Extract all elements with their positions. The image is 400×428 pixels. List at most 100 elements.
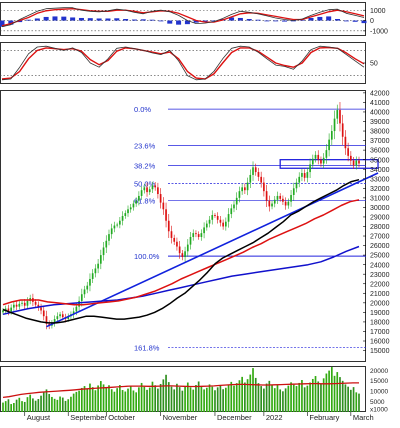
volume-bar-0 (2, 402, 4, 412)
candle-body-130 (355, 160, 358, 166)
volume-bar-82 (224, 387, 227, 412)
volume-bar-9 (26, 397, 29, 412)
candle-body-96 (263, 182, 265, 192)
candle-body-100 (273, 199, 276, 204)
volume-bar-49 (135, 392, 138, 412)
macd-hist-bar-41 (361, 20, 367, 24)
candle-body-129 (352, 160, 355, 166)
volume-bar-20 (56, 399, 59, 412)
candle-body-41 (113, 225, 116, 229)
candle-body-71 (195, 233, 197, 235)
volume-bar-1 (4, 401, 7, 412)
price-tick-label-3: 39000 (370, 119, 390, 126)
volume-bar-89 (244, 382, 246, 412)
volume-bar-86 (235, 383, 238, 412)
candle-body-99 (271, 203, 273, 207)
price-tick-label-15: 27000 (370, 234, 390, 241)
volume-bar-4 (13, 403, 15, 412)
macd-hist-bar-30 (264, 20, 270, 22)
volume-bar-12 (34, 400, 37, 412)
candle-body-110 (301, 173, 303, 177)
candle-body-125 (341, 123, 344, 137)
price-tick-label-4: 38000 (370, 129, 390, 136)
candle-body-48 (132, 203, 135, 208)
x-tick-label-2: October (108, 413, 135, 422)
price-tick-label-11: 31000 (370, 195, 390, 202)
volume-bar-47 (129, 385, 132, 412)
price-tick-label-7: 35000 (370, 157, 390, 164)
macd-hist-bar-13 (114, 18, 120, 21)
price-tick-label-13: 29000 (370, 215, 390, 222)
price-tick-label-18: 24000 (370, 262, 390, 269)
candle-body-65 (178, 246, 181, 254)
macd-hist-bar-28 (246, 19, 252, 21)
volume-bar-128 (350, 389, 352, 412)
volume-bar-71 (195, 385, 197, 412)
volume-bar-19 (53, 398, 56, 412)
volume-bar-79 (216, 387, 219, 412)
price-frame (0, 90, 366, 362)
stochastic-fast-line (1, 45, 365, 81)
volume-bar-53 (146, 389, 148, 412)
candle-body-78 (214, 215, 216, 216)
volume-bar-29 (80, 387, 83, 412)
volume-bar-108 (295, 386, 298, 412)
volume-bar-46 (127, 388, 129, 412)
candle-body-43 (119, 220, 121, 225)
candle-body-1 (4, 308, 7, 311)
candle-body-50 (138, 195, 140, 201)
candle-body-68 (186, 244, 189, 252)
macd-frame (0, 2, 366, 36)
candle-body-80 (219, 219, 222, 223)
volume-bar-118 (322, 378, 325, 412)
candle-body-113 (309, 164, 311, 173)
candle-body-56 (154, 185, 157, 188)
candle-body-40 (110, 228, 113, 235)
candle-body-30 (83, 289, 86, 295)
volume-bar-39 (108, 385, 110, 412)
candle-body-16 (45, 316, 48, 324)
volume-bar-10 (29, 394, 32, 412)
volume-bar-105 (287, 385, 290, 412)
volume-bar-33 (91, 387, 94, 412)
candle-body-3 (10, 307, 12, 312)
candle-body-5 (15, 304, 18, 307)
volume-bar-102 (279, 389, 282, 412)
macd-hist-bar-32 (282, 20, 288, 22)
candle-body-104 (284, 201, 287, 206)
volume-bar-112 (306, 385, 309, 412)
candle-body-34 (94, 268, 97, 274)
volume-bar-51 (140, 382, 143, 412)
candle-body-21 (59, 314, 61, 317)
volume-bar-109 (298, 382, 301, 412)
volume-bar-93 (254, 377, 257, 412)
volume-bar-69 (189, 387, 192, 412)
macd-hist-bar-8 (70, 17, 76, 21)
candle-body-84 (230, 208, 233, 215)
macd-hist-bar-10 (87, 18, 93, 21)
resistance-box (279, 159, 379, 169)
candle-body-82 (224, 221, 227, 227)
volume-bar-116 (317, 381, 320, 412)
volume-bar-65 (178, 387, 181, 412)
price-panel: 0.0% 23.6% 38.2% 50.0% 61.8% 100.0% 161.8% 4200… (0, 90, 390, 362)
volume-bar-94 (257, 383, 260, 412)
stochastic-panel: 50 (0, 42, 378, 84)
candle-body-2 (7, 308, 10, 312)
candle-body-42 (116, 224, 118, 226)
price-tick-label-2: 40000 (370, 110, 390, 117)
volume-bar-11 (32, 398, 34, 412)
candle-body-112 (306, 172, 309, 178)
volume-bar-75 (205, 387, 208, 412)
fib-label-5: 100.0% (134, 252, 160, 261)
price-tick-label-24: 18000 (370, 320, 390, 327)
x-tick-label-0: August (27, 413, 51, 422)
price-tick-label-5: 37000 (370, 138, 390, 145)
candle-body-108 (295, 182, 298, 189)
volume-bar-32 (89, 383, 91, 412)
volume-bar-59 (162, 379, 165, 412)
volume-bar-62 (170, 386, 173, 412)
macd-hist-bar-15 (131, 19, 137, 21)
